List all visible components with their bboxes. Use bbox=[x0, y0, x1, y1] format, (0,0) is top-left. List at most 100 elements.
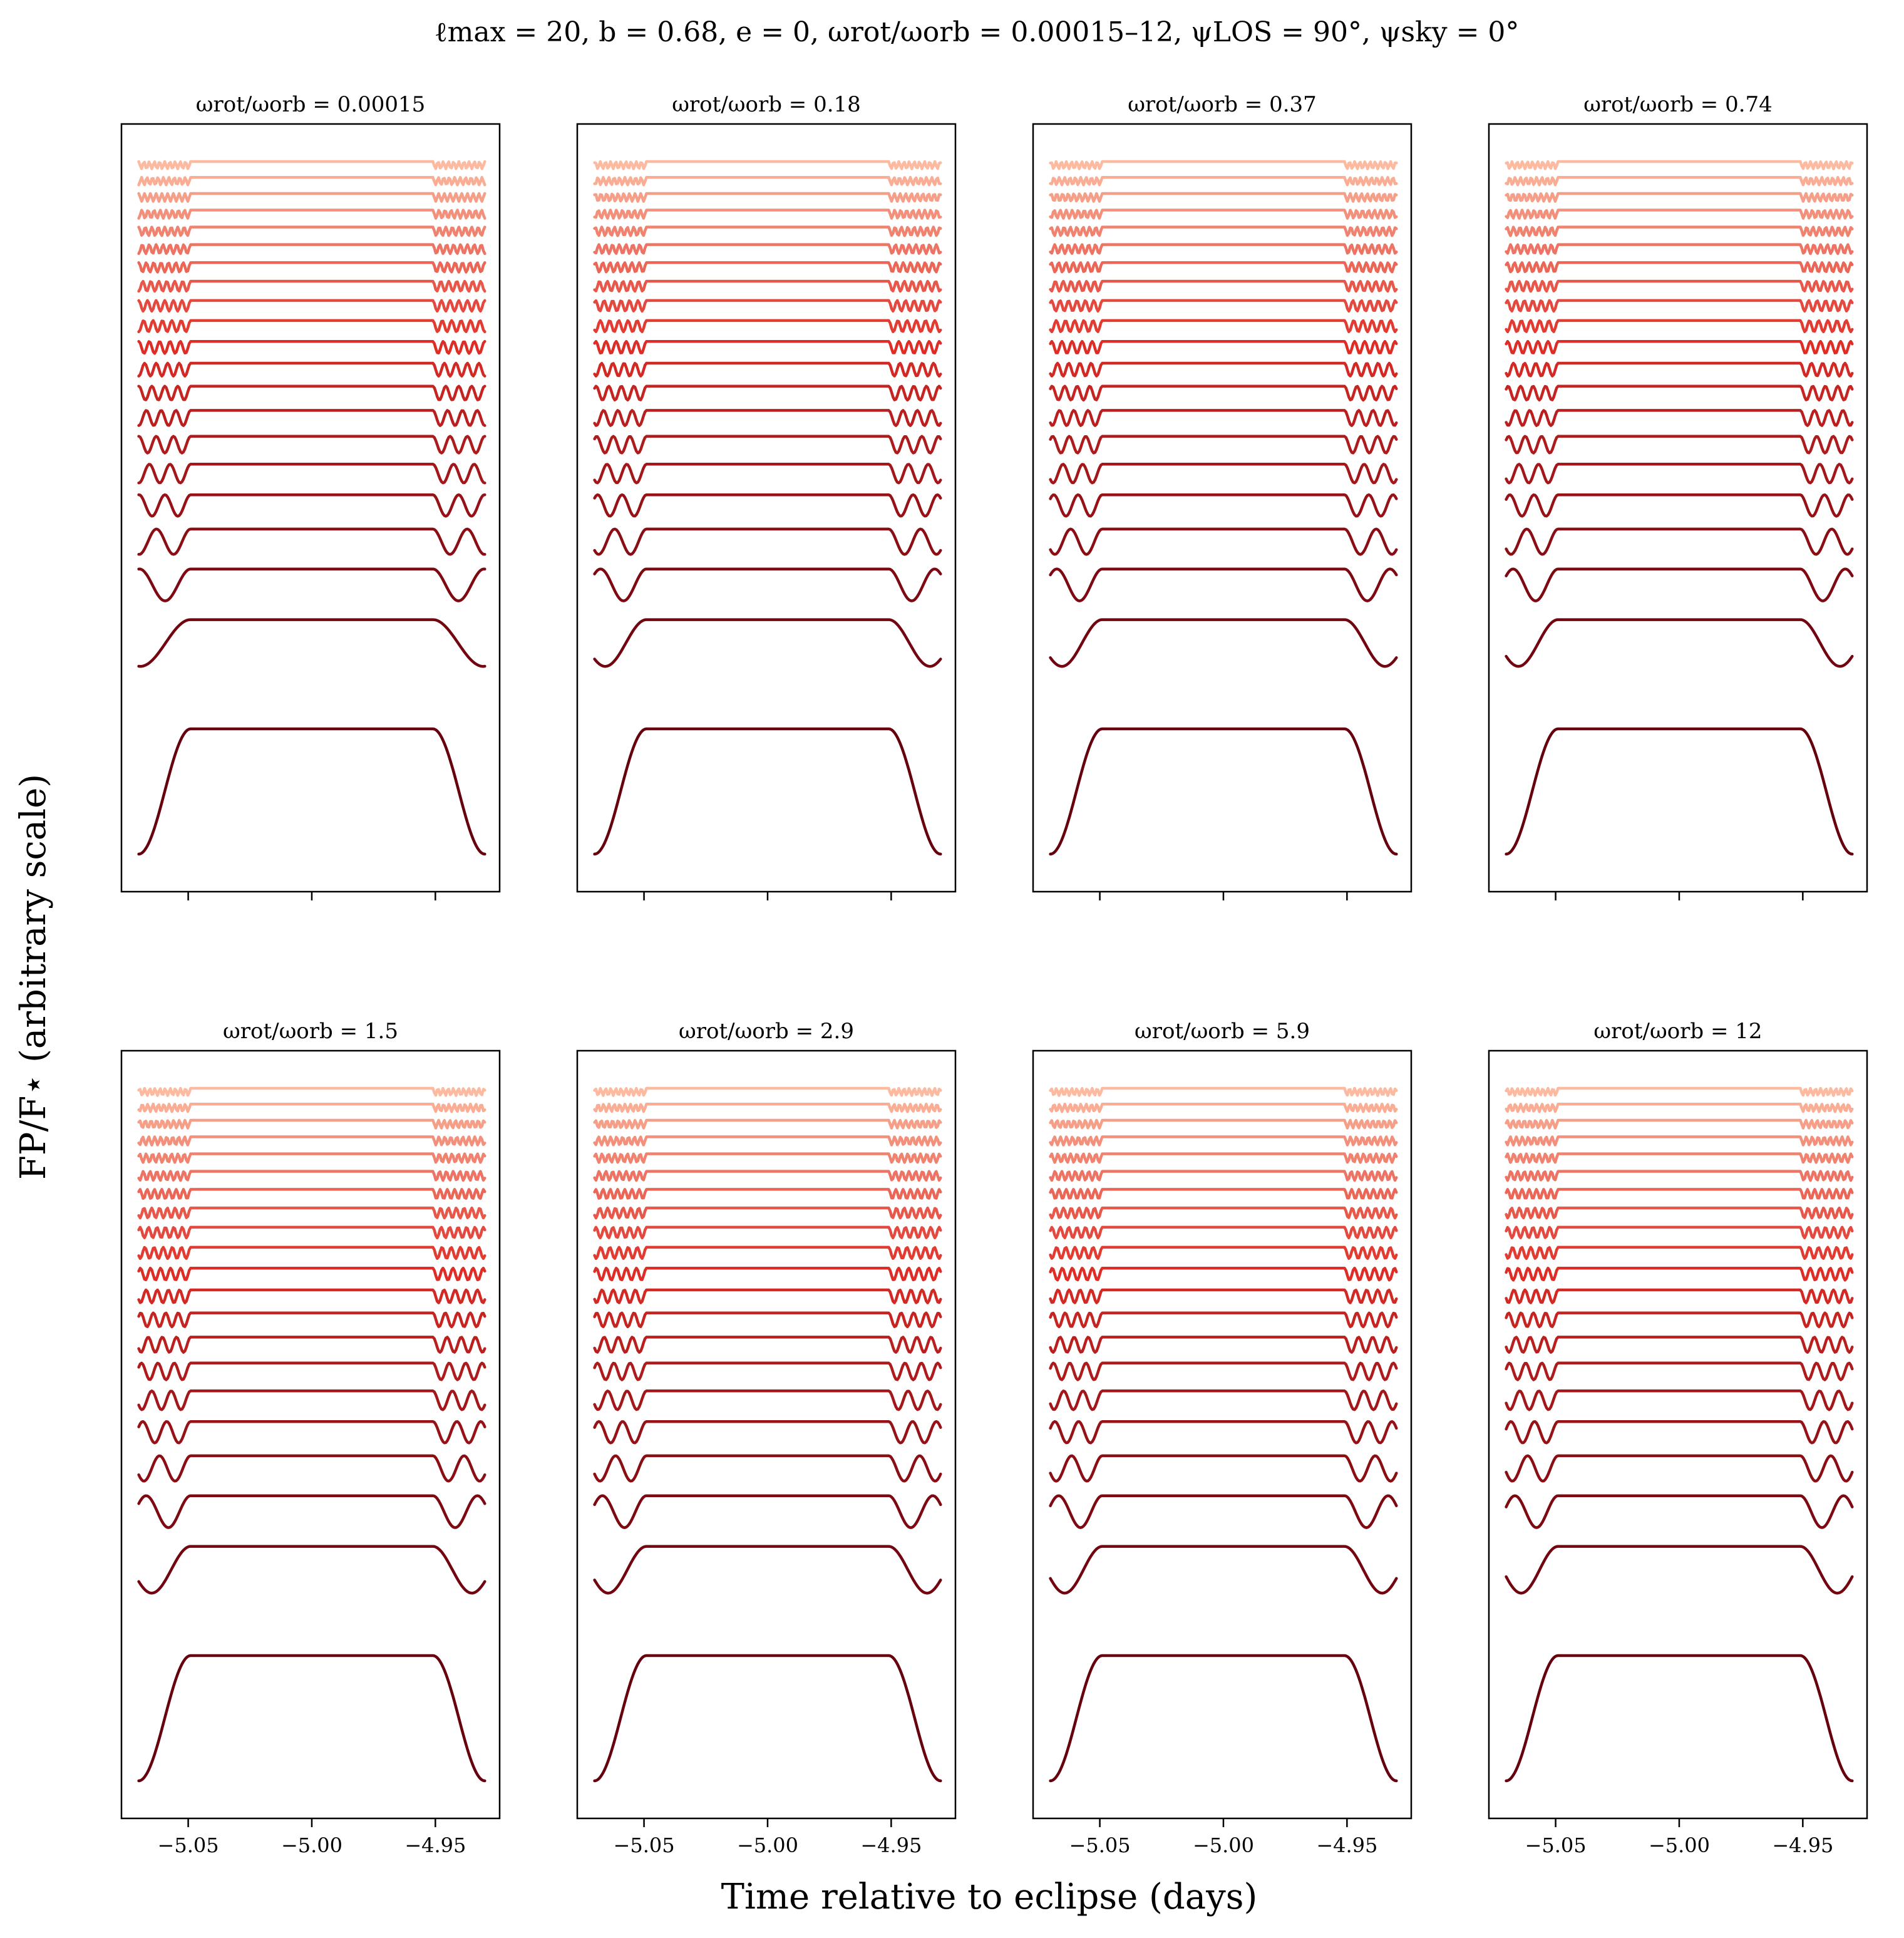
curve-l16 bbox=[1049, 225, 1398, 237]
curve-l3 bbox=[1049, 527, 1398, 556]
curve-l9 bbox=[1049, 1288, 1398, 1304]
panel-title: ωrot/ωorb = 1.5 bbox=[223, 1019, 398, 1044]
panel-frame bbox=[576, 1049, 957, 1820]
curve-l19 bbox=[1505, 175, 1854, 187]
curve-l11 bbox=[593, 1245, 942, 1260]
curve-l4 bbox=[593, 493, 942, 518]
curve-l18 bbox=[137, 1118, 486, 1130]
curve-l16 bbox=[1049, 1152, 1398, 1164]
curve-l9 bbox=[1505, 1288, 1854, 1304]
panel-frame bbox=[1032, 1049, 1413, 1820]
curve-l14 bbox=[137, 1188, 486, 1200]
curve-l6 bbox=[137, 1361, 486, 1381]
curve-l17 bbox=[593, 1135, 942, 1147]
curve-l16 bbox=[593, 1152, 942, 1164]
y-axis-label: FP/F⋆ (arbitrary scale) bbox=[13, 774, 54, 1180]
curve-l7 bbox=[1505, 409, 1854, 427]
panel-2: ωrot/ωorb = 0.18 bbox=[576, 92, 957, 900]
curve-l17 bbox=[137, 209, 486, 220]
curve-l1 bbox=[137, 618, 486, 668]
curve-l18 bbox=[593, 192, 942, 203]
curve-l7 bbox=[1505, 1336, 1854, 1354]
curve-l5 bbox=[1505, 1389, 1854, 1411]
curve-l2 bbox=[1505, 1494, 1854, 1529]
curve-l13 bbox=[137, 1206, 486, 1220]
curve-l4 bbox=[1505, 493, 1854, 518]
panel-5: ωrot/ωorb = 1.5 −5.05 −5.00 −4.95 bbox=[120, 1019, 501, 1857]
curve-l5 bbox=[1049, 463, 1398, 485]
curve-l14 bbox=[137, 261, 486, 274]
curve-l0 bbox=[137, 1654, 486, 1783]
curve-l13 bbox=[1505, 1206, 1854, 1220]
curve-l15 bbox=[593, 243, 942, 255]
curve-l15 bbox=[1505, 243, 1854, 255]
panel-frame bbox=[120, 123, 501, 893]
curve-l13 bbox=[137, 279, 486, 293]
curve-l20 bbox=[1505, 160, 1854, 170]
curve-l7 bbox=[1049, 1336, 1398, 1354]
curve-l3 bbox=[1049, 1454, 1398, 1483]
x-tick-label: −4.95 bbox=[860, 1833, 922, 1857]
curve-l14 bbox=[1505, 1188, 1854, 1200]
curve-l5 bbox=[137, 1389, 486, 1411]
curve-l13 bbox=[1049, 1206, 1398, 1220]
curve-l6 bbox=[1505, 1361, 1854, 1381]
panel-frame bbox=[1032, 123, 1413, 893]
x-tick-label: −5.00 bbox=[281, 1833, 342, 1857]
curve-l10 bbox=[137, 1266, 486, 1282]
curve-l12 bbox=[1505, 1225, 1854, 1240]
curve-l0 bbox=[1505, 1654, 1854, 1783]
panel-frame bbox=[1488, 1049, 1868, 1820]
curve-l10 bbox=[1505, 1266, 1854, 1282]
curve-l0 bbox=[1049, 1654, 1398, 1783]
curve-l17 bbox=[1049, 1135, 1398, 1147]
x-tick-label: −5.00 bbox=[1193, 1833, 1254, 1857]
curve-l2 bbox=[1049, 1494, 1398, 1529]
curve-l14 bbox=[593, 1188, 942, 1200]
curve-l16 bbox=[593, 225, 942, 237]
curve-l1 bbox=[1049, 1545, 1398, 1595]
panel-7: ωrot/ωorb = 5.9 −5.05 −5.00 −4.95 bbox=[1032, 1019, 1413, 1857]
curve-l12 bbox=[137, 299, 486, 313]
panel-title: ωrot/ωorb = 0.18 bbox=[672, 92, 861, 117]
curve-l20 bbox=[1049, 1086, 1398, 1097]
curve-l6 bbox=[593, 1361, 942, 1381]
curve-l1 bbox=[1049, 618, 1398, 668]
curve-l17 bbox=[593, 209, 942, 220]
curve-l14 bbox=[593, 261, 942, 274]
curve-l11 bbox=[1505, 319, 1854, 334]
curve-l8 bbox=[1049, 384, 1398, 402]
curve-l20 bbox=[593, 1086, 942, 1097]
curve-l17 bbox=[1505, 1135, 1854, 1147]
curve-l11 bbox=[1049, 319, 1398, 334]
curve-l1 bbox=[1505, 1545, 1854, 1595]
curve-l10 bbox=[593, 339, 942, 355]
curve-l2 bbox=[593, 1494, 942, 1529]
curve-l17 bbox=[1505, 209, 1854, 220]
panel-title: ωrot/ωorb = 0.74 bbox=[1583, 92, 1773, 117]
curve-l4 bbox=[1049, 493, 1398, 518]
curve-l20 bbox=[137, 160, 486, 170]
curve-l4 bbox=[1505, 1420, 1854, 1445]
x-tick-label: −5.00 bbox=[1649, 1833, 1710, 1857]
curve-l20 bbox=[137, 1086, 486, 1097]
curve-l7 bbox=[593, 1336, 942, 1354]
curve-l13 bbox=[1505, 279, 1854, 293]
curve-l3 bbox=[1505, 1454, 1854, 1483]
curve-l11 bbox=[137, 319, 486, 334]
curve-l1 bbox=[593, 618, 942, 668]
curve-l18 bbox=[1505, 192, 1854, 203]
curve-l13 bbox=[1049, 279, 1398, 293]
curve-l3 bbox=[137, 527, 486, 556]
curve-l15 bbox=[137, 1170, 486, 1182]
panel-3: ωrot/ωorb = 0.37 bbox=[1032, 92, 1413, 900]
curve-l0 bbox=[593, 727, 942, 856]
x-tick-label: −5.05 bbox=[1069, 1833, 1131, 1857]
curve-l7 bbox=[593, 409, 942, 427]
curve-l12 bbox=[137, 1225, 486, 1240]
curve-l10 bbox=[1049, 1266, 1398, 1282]
curve-l12 bbox=[593, 299, 942, 313]
curve-l16 bbox=[137, 1152, 486, 1164]
curve-l0 bbox=[137, 727, 486, 856]
